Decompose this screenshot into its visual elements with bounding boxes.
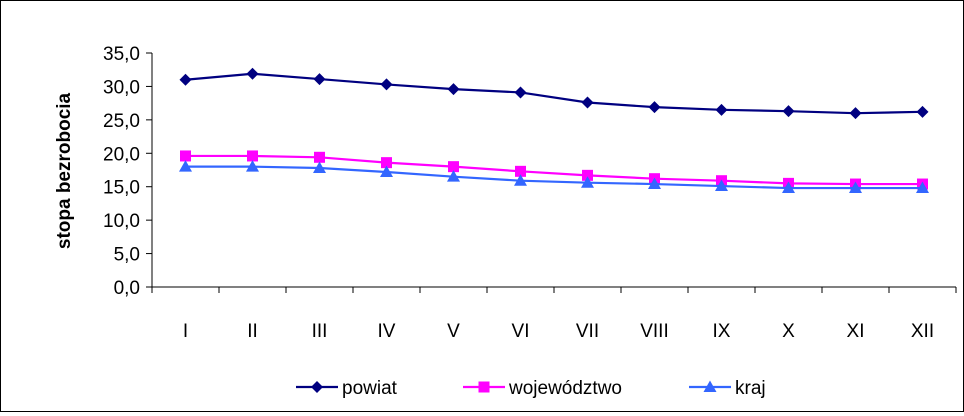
series-1 <box>180 150 928 190</box>
y-tick-label: 15,0 <box>103 178 140 199</box>
data-point <box>380 165 393 178</box>
data-point <box>448 161 459 173</box>
data-point <box>849 181 862 194</box>
series-0 <box>179 67 929 120</box>
y-tick-label: 10,0 <box>103 211 140 232</box>
series-line <box>185 165 923 190</box>
data-point <box>581 96 594 109</box>
data-point <box>849 107 862 120</box>
legend-swatch-marker <box>703 380 717 392</box>
legend-swatch-marker <box>311 381 323 393</box>
data-point <box>179 73 192 86</box>
legend-item: powiat <box>296 378 398 399</box>
legend-label: powiat <box>342 378 398 399</box>
x-tick-label: IV <box>378 321 396 342</box>
legend-item: kraj <box>689 378 766 399</box>
x-tick-label: X <box>782 321 795 342</box>
axes: 0,05,010,015,020,025,030,035,0I II III IV V V… <box>103 44 957 342</box>
data-point <box>447 170 460 182</box>
x-tick-label: V <box>447 321 460 342</box>
series-line <box>185 72 923 115</box>
series-2 <box>179 160 929 194</box>
data-point <box>715 103 728 116</box>
data-point <box>380 78 393 91</box>
data-point <box>246 160 259 172</box>
y-tick-label: 25,0 <box>103 111 140 132</box>
data-point <box>782 181 795 194</box>
y-tick-label: 5,0 <box>114 245 140 266</box>
legend-label: kraj <box>735 378 766 399</box>
data-point <box>313 73 326 86</box>
data-point <box>314 151 325 163</box>
x-tick-label: II <box>247 321 258 342</box>
x-tick-label: XI <box>847 321 865 342</box>
data-point <box>916 181 929 194</box>
x-tick-label: VI <box>512 321 530 342</box>
legend-item: województwo <box>463 378 622 399</box>
data-point <box>782 105 795 118</box>
data-point <box>515 165 526 177</box>
series-line <box>185 154 923 186</box>
legend-swatch-marker <box>478 381 490 393</box>
x-tick-label: I <box>183 321 188 342</box>
data-point <box>447 83 460 96</box>
data-point <box>246 67 259 80</box>
legend-label: województwo <box>508 378 622 399</box>
x-tick-label: IX <box>713 321 731 342</box>
data-point <box>514 174 527 186</box>
data-point <box>581 176 594 188</box>
x-tick-label: VII <box>576 321 599 342</box>
x-tick-label: VIII <box>640 321 669 342</box>
data-point <box>648 177 661 190</box>
x-tick-label: XII <box>911 321 934 342</box>
data-point <box>180 150 191 162</box>
data-point <box>582 169 593 181</box>
data-point <box>648 101 661 114</box>
data-point <box>247 150 258 162</box>
plot-series <box>179 67 929 194</box>
data-point <box>381 157 392 169</box>
data-point <box>179 160 192 172</box>
y-axis-title: stopa bezrobocia <box>54 92 75 249</box>
data-point <box>514 86 527 99</box>
y-tick-label: 20,0 <box>103 144 140 165</box>
y-tick-label: 0,0 <box>114 278 140 299</box>
legend: powiat województwo kraj <box>296 378 766 399</box>
x-tick-label: III <box>312 321 328 342</box>
data-point <box>313 161 326 173</box>
y-tick-label: 35,0 <box>103 44 140 65</box>
data-point <box>916 105 929 118</box>
y-tick-label: 30,0 <box>103 77 140 98</box>
data-point <box>715 179 728 192</box>
